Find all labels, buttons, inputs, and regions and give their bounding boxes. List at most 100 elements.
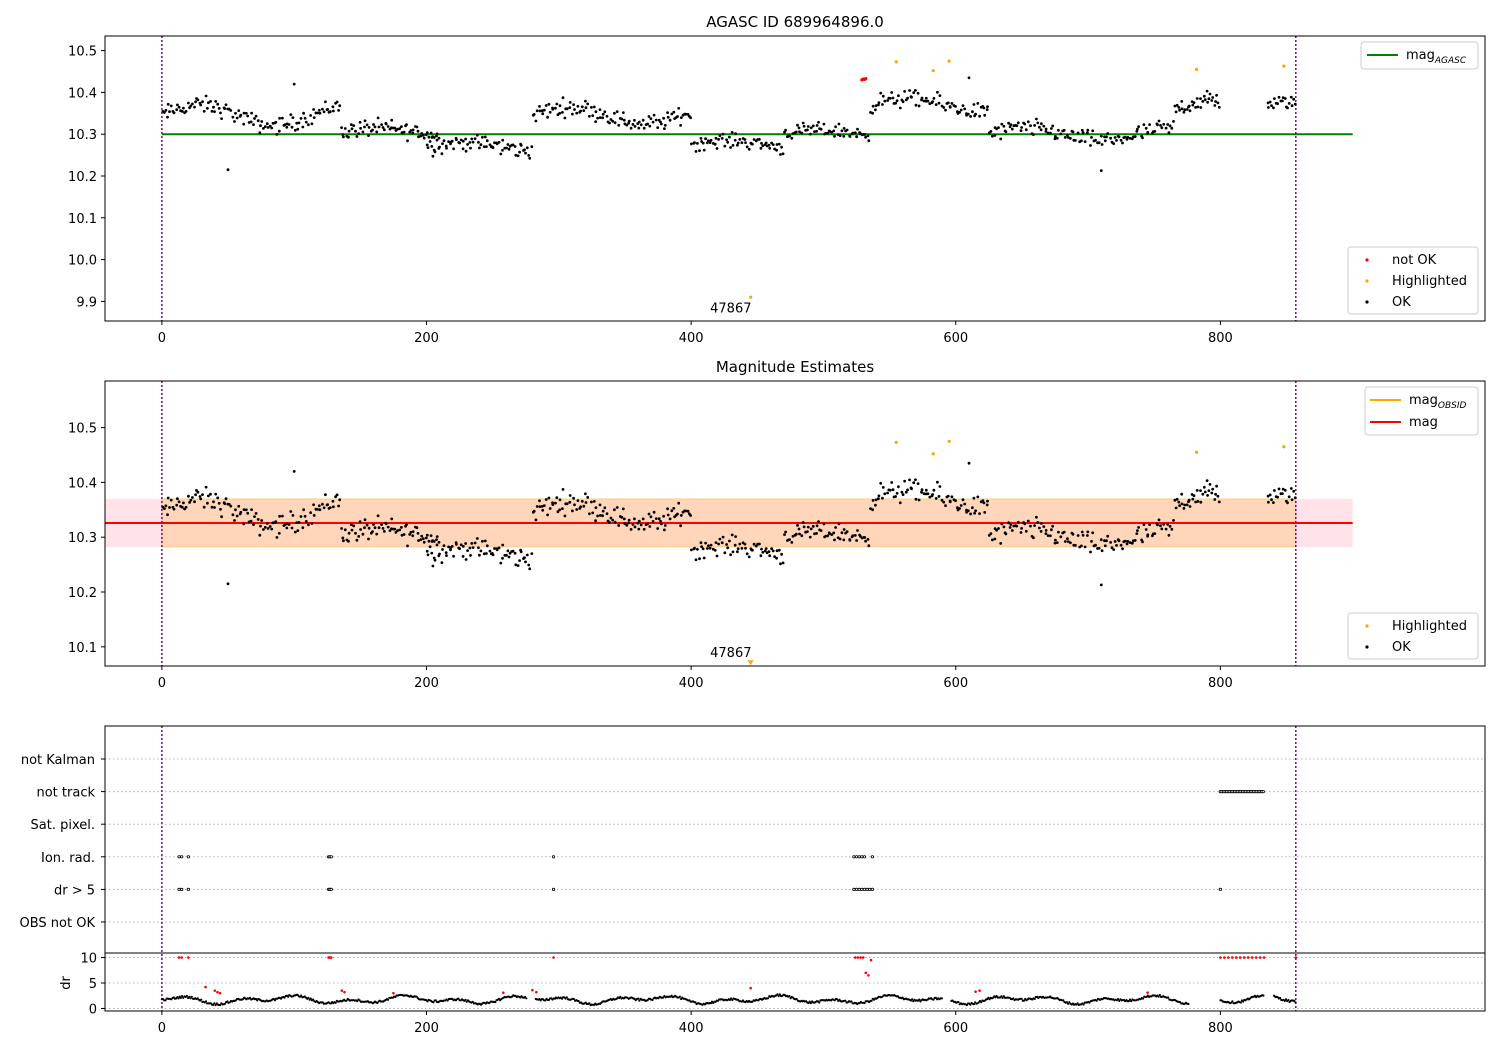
dr-point	[995, 994, 998, 998]
ok-point	[928, 102, 932, 106]
ok-point	[184, 505, 188, 509]
ok-point	[672, 110, 676, 114]
ok-point	[1170, 527, 1174, 531]
ok-point	[730, 533, 734, 537]
ok-point	[285, 526, 289, 530]
ok-point	[209, 100, 212, 103]
dr-not-ok-point	[1258, 956, 1262, 959]
ok-point	[435, 543, 439, 547]
ok-point	[881, 103, 884, 106]
ok-point	[561, 96, 565, 100]
ok-point	[1063, 136, 1067, 139]
ok-point	[189, 104, 193, 108]
ok-point	[1086, 128, 1090, 132]
ok-point	[495, 142, 499, 146]
magnitude-legend-bottom: Highlighted OK	[1347, 612, 1479, 660]
ok-point	[652, 113, 656, 117]
ok-point	[1128, 136, 1132, 140]
ok-point	[1270, 104, 1273, 107]
ok-point	[1142, 123, 1146, 126]
ok-point	[558, 111, 562, 115]
ok-point	[468, 546, 472, 550]
ok-point	[367, 134, 370, 138]
ok-point	[886, 491, 889, 495]
ok-point	[1159, 524, 1162, 528]
ok-point	[473, 541, 477, 545]
dr-point	[181, 995, 184, 998]
ok-point	[169, 498, 173, 502]
flag-row-label: Sat. pixel.	[31, 818, 95, 833]
ok-point	[1160, 126, 1164, 130]
ok-point	[864, 135, 867, 139]
dr-point	[1287, 999, 1290, 1002]
ok-point	[731, 144, 735, 147]
ok-point	[524, 151, 527, 155]
ok-point	[647, 115, 651, 118]
ok-point	[253, 515, 256, 518]
ok-point	[375, 532, 379, 536]
ok-point	[834, 125, 837, 129]
ok-point	[1141, 136, 1144, 140]
ok-point	[582, 504, 586, 508]
ok-point	[991, 538, 994, 542]
ok-point	[760, 547, 763, 551]
ok-point	[708, 546, 712, 550]
ok-point	[565, 107, 569, 111]
ok-point	[224, 103, 228, 107]
ok-point	[1192, 101, 1196, 104]
ok-point	[568, 494, 572, 497]
ok-point	[920, 490, 923, 494]
ok-point	[679, 124, 682, 127]
ok-point	[758, 542, 761, 546]
ok-point	[898, 501, 902, 505]
ok-point	[1059, 132, 1063, 136]
ok-point	[233, 120, 236, 123]
ok-point	[292, 470, 296, 473]
ok-point	[1168, 124, 1172, 128]
ok-point	[826, 131, 830, 135]
ok-point	[686, 509, 690, 513]
ok-point	[546, 115, 549, 119]
ok-point	[188, 501, 192, 504]
dr-point	[980, 1001, 983, 1004]
ok-point	[736, 143, 739, 147]
x-tick-label: 600	[943, 1021, 968, 1036]
ok-point	[1113, 540, 1117, 543]
ok-point	[229, 504, 233, 508]
ok-point	[310, 522, 314, 525]
ok-point	[409, 530, 413, 534]
ok-point	[713, 142, 717, 146]
ok-point	[386, 125, 390, 128]
ok-point	[622, 517, 626, 521]
ok-point	[367, 526, 371, 530]
ok-point	[1099, 583, 1103, 587]
ok-point	[1180, 492, 1184, 496]
ok-point	[485, 139, 489, 143]
ok-point	[950, 495, 954, 499]
dr-point	[678, 995, 682, 998]
ok-point	[332, 505, 335, 509]
ok-point	[1203, 98, 1207, 102]
ok-point	[740, 547, 744, 550]
ok-point	[726, 140, 730, 144]
ok-point	[411, 534, 415, 538]
ok-point	[613, 508, 616, 512]
dr-not-ok-point	[213, 989, 217, 992]
ok-point	[409, 129, 413, 132]
ok-point	[1044, 529, 1048, 532]
dr-point	[901, 996, 904, 999]
ok-point	[938, 485, 942, 488]
out-of-range-marker	[747, 660, 754, 666]
ok-point	[547, 496, 551, 500]
ok-point	[347, 135, 350, 139]
ok-point	[853, 131, 857, 135]
ok-point	[1010, 127, 1014, 131]
ok-point	[699, 541, 703, 545]
ok-point	[182, 501, 185, 505]
ok-point	[296, 529, 300, 532]
ok-point	[684, 509, 688, 513]
ok-point	[277, 129, 281, 133]
ok-point	[326, 108, 329, 111]
ok-point	[350, 127, 354, 131]
ok-point	[1210, 491, 1214, 495]
